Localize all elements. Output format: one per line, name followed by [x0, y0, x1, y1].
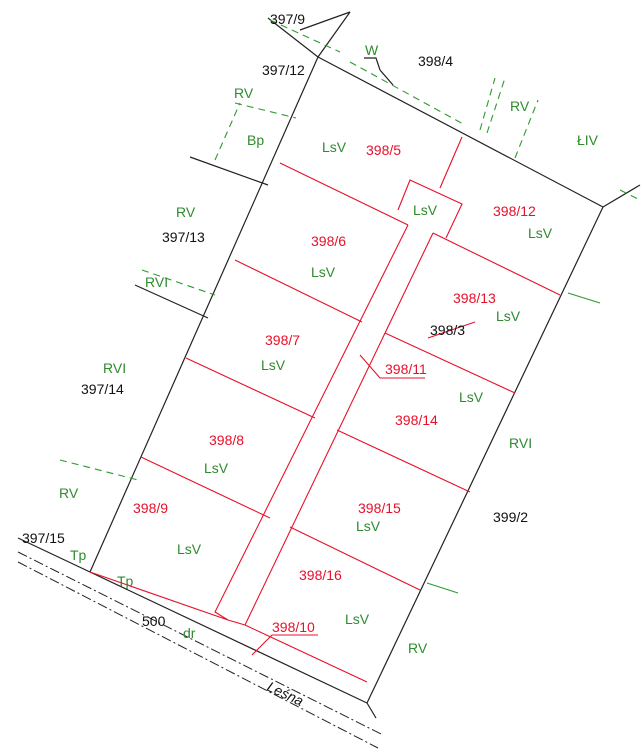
- parcel-398-14-label: 398/14: [395, 412, 438, 428]
- land-class-lsv-label: LsV: [345, 611, 370, 627]
- land-class-lsv-label: LsV: [177, 541, 202, 557]
- land-class-rvi-label: RVI: [103, 360, 126, 376]
- parcel-397-13-label: 397/13: [162, 229, 205, 245]
- road-number-500-label: 500: [142, 613, 166, 629]
- land-class-rv-label: RV: [408, 640, 428, 656]
- parcel-397-15-label: 397/15: [22, 530, 65, 546]
- land-class-lsv-label: LsV: [496, 308, 521, 324]
- parcel-398-12-label: 398/12: [493, 203, 536, 219]
- street-name-label: Leśna: [265, 678, 307, 709]
- parcel-397-14-label: 397/14: [81, 381, 124, 397]
- land-class-lsv-label: LsV: [528, 225, 553, 241]
- parcel-397-12-label: 397/12: [262, 62, 305, 78]
- parcel-398-16-label: 398/16: [299, 567, 342, 583]
- land-class-rv-label: RV: [59, 485, 79, 501]
- parcel-398-3-label: 398/3: [430, 322, 465, 338]
- land-class-lsv-label: LsV: [459, 389, 484, 405]
- parcel-398-8-label: 398/8: [209, 432, 244, 448]
- land-class-lsv-label: LsV: [204, 460, 229, 476]
- parcel-398-13-label: 398/13: [453, 290, 496, 306]
- land-class-tp-label: Tp: [117, 573, 134, 589]
- parcel-398-5-label: 398/5: [366, 142, 401, 158]
- parcel-398-11-label: 398/11: [385, 361, 427, 377]
- land-class-lsv-label: LsV: [311, 264, 336, 280]
- parcel-398-15-label: 398/15: [358, 500, 401, 516]
- parcel-398-4-label: 398/4: [418, 53, 453, 69]
- subdivision-lines: [89, 136, 561, 683]
- land-class-lsv-label: LsV: [413, 202, 438, 218]
- land-class-rv-label: RV: [176, 204, 196, 220]
- parcel-398-7-label: 398/7: [265, 332, 300, 348]
- land-use-boundaries: [59, 19, 641, 594]
- w-marker: [364, 57, 381, 71]
- parcel-398-9-label: 398/9: [133, 500, 168, 516]
- outer-boundary: [89, 56, 604, 704]
- neighbour-boundaries: [17, 11, 641, 719]
- land-class-lsv-label: LsV: [356, 518, 381, 534]
- land-class-lsv-label: LsV: [322, 139, 347, 155]
- parcel-398-10-label: 398/10: [272, 619, 315, 635]
- land-class-rvi-label: RVI: [509, 435, 532, 451]
- land-class-rvi-label: RVI: [145, 274, 168, 290]
- parcel-398-6-label: 398/6: [311, 233, 346, 249]
- road-lines: [17, 551, 384, 749]
- road-dr-label: dr: [183, 625, 196, 641]
- land-class-lsv-label: LsV: [261, 357, 286, 373]
- parcel-399-2-label: 399/2: [493, 509, 528, 525]
- parcel-397-9-label: 397/9: [270, 11, 305, 27]
- land-class-w-label: W: [365, 42, 379, 58]
- land-class-rv-label: RV: [234, 85, 254, 101]
- land-class-liv-label: ŁIV: [577, 132, 599, 148]
- land-class-rv-label: RV: [510, 98, 530, 114]
- land-class-tp-label: Tp: [70, 547, 87, 563]
- land-class-bp-label: Bp: [247, 132, 264, 148]
